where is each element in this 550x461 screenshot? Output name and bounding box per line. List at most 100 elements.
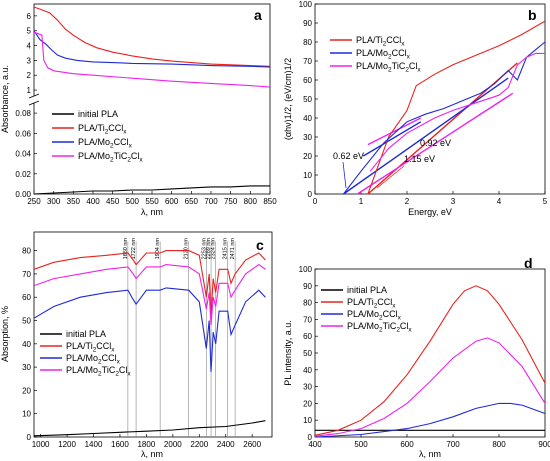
reference-line-label: 2471 nm [230,238,236,260]
panel-c-series-0 [33,420,266,437]
panel-d-y-tick-label: 60 [303,332,312,341]
axis-break-gap [30,96,38,103]
panel-d-xlabel: λ, nm [419,449,441,459]
panel-b-y-tick-label: 70 [303,57,312,66]
panel-a-x-tick-label: 400 [86,197,100,206]
panel-a-x-tick-label: 250 [27,197,41,206]
bandgap-annotation: 0.92 eV [420,138,451,148]
bandgap-annotation: 1.15 eV [404,154,435,164]
panel-c-x-tick-label: 2400 [217,440,235,449]
panel-c-x-tick-label: 1400 [85,440,103,449]
panel-c-y-tick-label: 70 [22,270,31,279]
legend-entry: PLA/Mo2CClx [78,137,133,150]
panel-a-x-tick-label: 350 [67,197,81,206]
legend-entry: PLA/Mo2TiC2Clx [356,61,421,74]
axis-break-mark [28,100,40,106]
legend-entry: PLA/Ti2CClx [356,35,405,48]
panel-d-y-tick-label: 40 [303,366,312,375]
panel-d-y-tick-label: 70 [303,315,312,324]
panel-c-y-tick-label: 50 [22,317,31,326]
reference-line-label: 1722 nm [131,238,137,260]
legend-entry: PLA/Mo2TiC2Clx [66,365,131,378]
panel-a-x-tick-label: 450 [106,197,120,206]
panel-b-y-tick-label: 100 [299,0,313,9]
panel-c-ylabel: Absorption, % [0,306,10,362]
panel-d-x-tick-label: 900 [538,440,550,449]
panel-label: b [528,7,537,23]
panel-a-x-tick-label: 850 [263,197,277,206]
panel-a-y-lower-tick-label: 0.06 [15,129,31,138]
panel-d-x-tick-label: 500 [354,440,368,449]
panel-a-series-1 [33,6,271,67]
panel-b-x-tick-label: 3 [451,197,456,206]
panel-b-y-tick-label: 50 [303,95,312,104]
reference-line-label: 2289 nm [206,238,212,260]
panel-a-y-upper-tick-label: 3 [27,56,32,65]
panel-b-y-tick-label: 20 [303,152,312,161]
panel-d-series-2 [314,402,546,438]
panel-d-y-tick-label: 50 [303,349,312,358]
legend-entry: PLA/Ti2CClx [66,341,115,354]
panel-c-series-2 [33,287,266,372]
panel-c-x-tick-label: 1200 [58,440,76,449]
panel-d-series-1 [314,285,546,436]
legend-entry: PLA/Mo2CClx [347,309,402,322]
panel-a-series-2 [33,30,271,68]
panel-a-y-lower-tick-label: 0.08 [15,109,31,118]
legend-entry: initial PLA [66,329,106,339]
panel-d-x-tick-label: 800 [492,440,506,449]
panel-d-x-tick-label: 700 [446,440,460,449]
panel-b-y-tick-label: 40 [303,114,312,123]
panel-b-y-tick-label: 10 [303,171,312,180]
panel-b-series-2 [369,52,545,172]
panel-c-y-tick-label: 20 [22,386,31,395]
tangent-line [362,121,422,157]
panel-a-y-upper-tick-label: 5 [27,27,32,36]
legend-entry: PLA/Mo2CClx [356,48,411,61]
panel-a-y-lower-tick-label: 0.00 [15,190,31,199]
legend-entry: PLA/Ti2CClx [78,123,127,136]
reference-line-label: 2415 nm [223,238,229,260]
panel-d-y-tick-label: 30 [303,383,312,392]
panel-c-xlabel: λ, nm [141,449,163,459]
legend-entry: PLA/Mo2TiC2Clx [78,151,143,164]
panel-d-y-tick-label: 20 [303,399,312,408]
panel-a-series-3 [33,31,271,88]
panel-d-series-3 [314,337,546,437]
panel-c-frame [33,231,273,438]
panel-a-y-lower-tick-label: 0.04 [15,150,31,159]
panel-a-y-upper-tick-label: 2 [27,71,32,80]
panel-c-series-1 [33,250,266,316]
panel-a-x-tick-label: 500 [126,197,140,206]
panel-a-x-tick-label: 750 [224,197,238,206]
bandgap-annotation: 0.62 eV [333,151,364,161]
reference-line-label: 2253 nm [201,238,207,260]
panel-a-ylabel: Absorbance, a.u. [0,65,10,133]
panel-d-y-tick-label: 90 [303,282,312,291]
panel-c-x-tick-label: 1600 [111,440,129,449]
panel-d-y-tick-label: 0 [308,433,313,442]
panel-a-x-tick-label: 300 [47,197,61,206]
panel-b-y-tick-label: 30 [303,133,312,142]
panel-b-ylabel: (αhν)1/2, (eV/cm)1/2 [283,58,293,140]
panel-b-series-0 [367,20,546,195]
panel-c-y-tick-label: 60 [22,293,31,302]
panel-d-y-tick-label: 80 [303,299,312,308]
panel-c-y-tick-label: 80 [22,247,31,256]
panel-c-y-tick-label: 40 [22,340,31,349]
panel-b-x-tick-label: 4 [497,197,502,206]
panel-d-y-tick-label: 100 [299,265,313,274]
reference-line-label: 1904 nm [155,238,161,260]
panel-c-x-tick-label: 2200 [190,440,208,449]
legend-entry: initial PLA [347,285,387,295]
tangent-line [343,77,509,195]
reference-line-label: 2120 nm [184,238,190,260]
panel-a-y-upper-tick-label: 4 [27,42,32,51]
annotation-arrow [376,165,405,189]
legend-entry: initial PLA [78,109,118,119]
panel-c-x-tick-label: 2600 [243,440,261,449]
panel-b-y-tick-label: 60 [303,76,312,85]
panel-c-x-tick-label: 1000 [32,440,50,449]
tangent-line [356,92,514,195]
